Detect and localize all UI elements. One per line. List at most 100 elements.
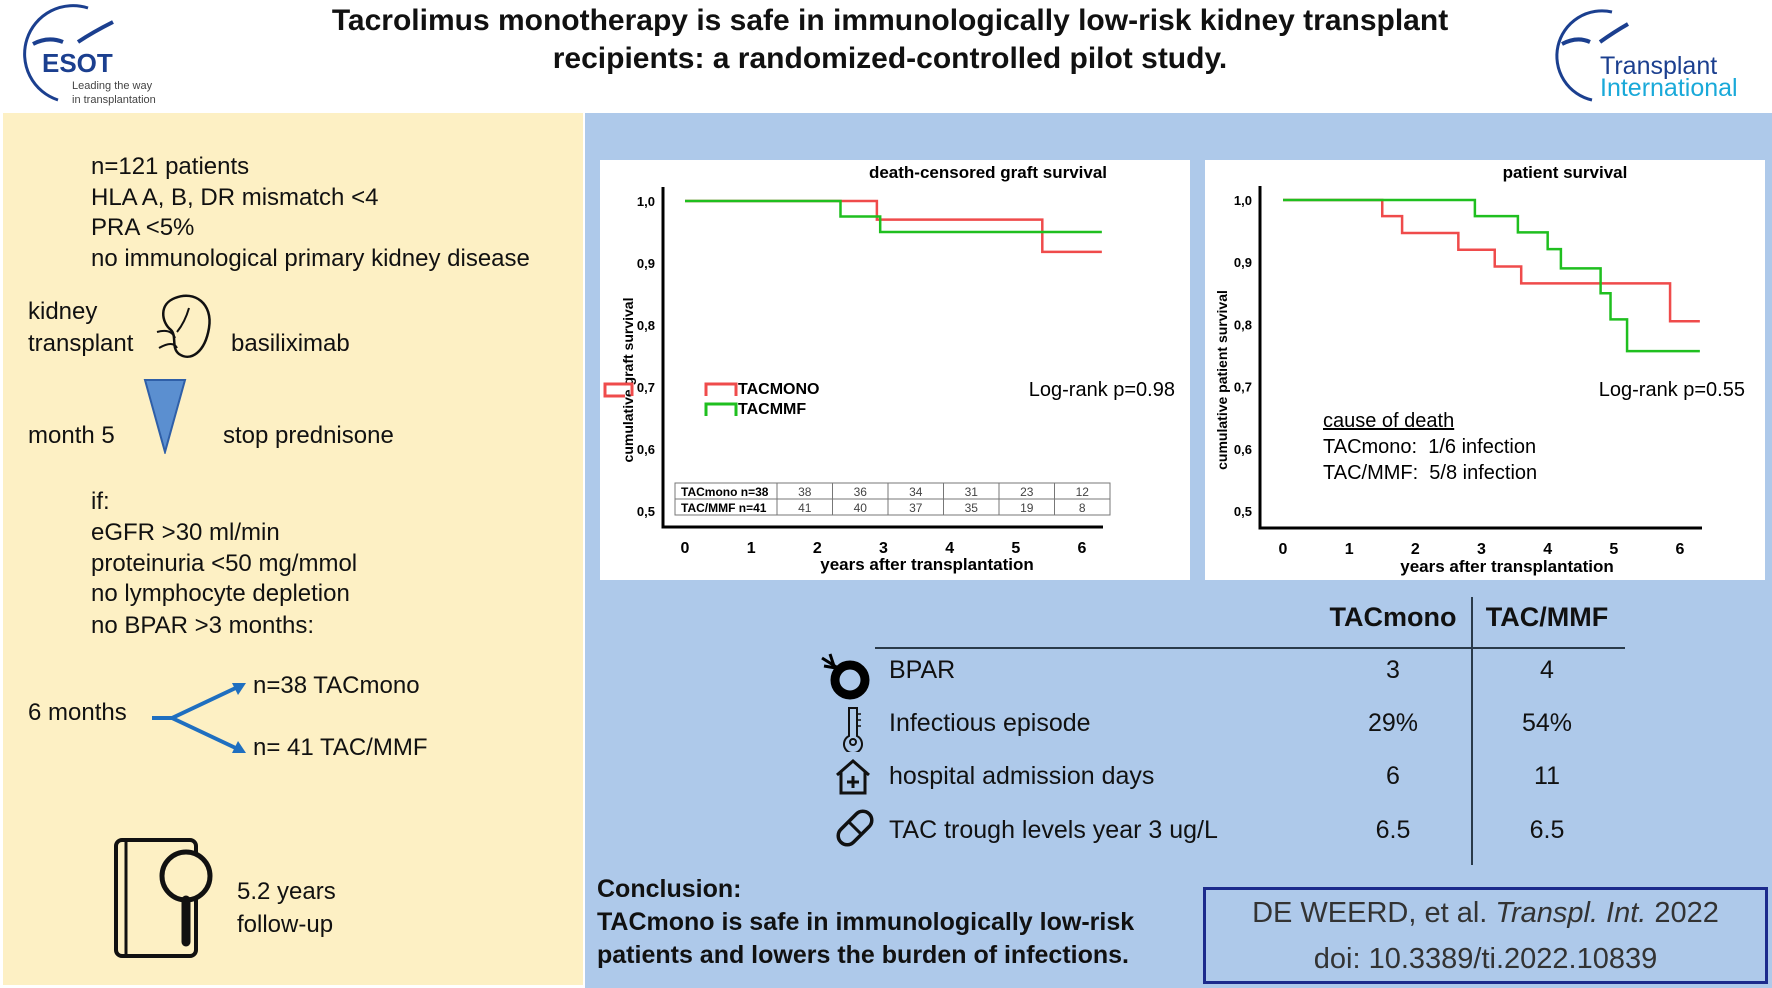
x-tick-label: 1 [1345, 541, 1354, 558]
patient-survival-plot: patient survival cumulative patient surv… [1214, 163, 1745, 576]
x-tick-label: 1 [747, 540, 756, 557]
criterion: PRA <5% [91, 214, 195, 241]
y-tick-label: 1,0 [1234, 193, 1252, 208]
legend-label-tacmono: TACMONO [738, 381, 819, 398]
survival-curve-tacmono [1283, 198, 1700, 323]
outcome-value-tacmmf: 54% [1521, 709, 1573, 737]
outcome-label: BPAR [889, 656, 956, 684]
condition: proteinuria <50 mg/mmol [91, 550, 358, 577]
citation-reference: DE WEERD, et al. Transpl. Int. 2022 [1206, 890, 1765, 936]
if-label: if: [91, 488, 110, 515]
log-rank-annotation: Log-rank p=0.55 [1599, 379, 1745, 401]
axis-line [1258, 186, 1702, 530]
ti-logo-line2: International [1600, 74, 1738, 102]
conclusion-line: patients and lowers the burden of infect… [597, 941, 1129, 969]
x-tick-label: 6 [1676, 541, 1685, 558]
arm-tacmono: n=38 TACmono [253, 672, 420, 699]
criterion: n=121 patients [91, 153, 250, 180]
criterion: HLA A, B, DR mismatch <4 [91, 184, 379, 211]
axis-line [661, 187, 1103, 529]
risk-table-value: 12 [1076, 485, 1090, 499]
citation-doi[interactable]: doi: 10.3389/ti.2022.10839 [1313, 943, 1658, 975]
ti-logo-mark [1555, 9, 1629, 102]
followup-label: follow-up [237, 911, 334, 938]
hospital-icon [836, 759, 870, 795]
title-line-2: recipients: a randomized-controlled pilo… [552, 42, 1228, 75]
thermometer-icon [843, 707, 863, 752]
arm-tacmmf: n= 41 TAC/MMF [253, 734, 428, 761]
y-tick-label: 0,8 [1234, 317, 1252, 332]
citation-year: 2022 [1646, 897, 1719, 929]
risk-table-value: 35 [965, 501, 979, 515]
risk-table: TACmono n=38 38 36 34 31 23 12 TAC/MMF n=41 41 40… [674, 482, 1111, 516]
x-tick-label: 3 [1477, 541, 1486, 558]
survival-curve-tacmmf [1283, 198, 1700, 353]
esot-logo: ESOT Leading the way in transplantation [18, 4, 168, 108]
y-tick-label: 0,5 [1234, 504, 1252, 519]
graft-survival-plot: death-censored graft survival cumulative… [603, 163, 1175, 574]
risk-table-value: 40 [854, 501, 868, 515]
followup-years: 5.2 years [237, 878, 336, 905]
esot-tagline-1: Leading the way [72, 80, 153, 92]
risk-table-value: 23 [1020, 485, 1034, 499]
x-axis-label: years after transplantation [820, 555, 1034, 574]
title-line-1: Tacrolimus monotherapy is safe in immuno… [331, 4, 1449, 37]
criterion: no immunological primary kidney disease [91, 245, 530, 272]
y-tick-label: 0,6 [637, 442, 655, 457]
survival-curve-tacmono [685, 199, 1102, 254]
x-tick-label: 6 [1078, 540, 1087, 557]
x-tick-label: 3 [879, 540, 888, 557]
cause-of-death-tacmmf: TAC/MMF: 5/8 infection [1323, 462, 1537, 484]
x-tick-label: 5 [1011, 540, 1020, 557]
transplant-label: transplant [28, 330, 134, 357]
x-tick-label: 2 [1411, 541, 1420, 558]
outcome-label: TAC trough levels year 3 ug/L [889, 816, 1218, 844]
legend-swatch-tacmono-2 [704, 382, 738, 396]
table-header-divider [875, 647, 1625, 649]
legend-label-tacmmf: TACMMF [738, 401, 806, 418]
y-tick-label: 0,7 [637, 380, 655, 395]
transplant-international-logo: Transplant International [1552, 8, 1767, 104]
y-tick-label: 0,8 [637, 318, 655, 333]
outcome-value-tacmono: 29% [1367, 709, 1419, 737]
outcome-value-tacmmf: 11 [1534, 762, 1560, 790]
conclusion: Conclusion: TACmono is safe in immunolog… [597, 873, 1134, 972]
conclusion-title: Conclusion: [597, 875, 742, 903]
survival-curve-tacmmf [685, 199, 1102, 234]
log-rank-annotation: Log-rank p=0.98 [1029, 379, 1175, 401]
y-tick-label: 0,5 [637, 504, 655, 519]
condition: eGFR >30 ml/min [91, 519, 280, 546]
outcome-value-tacmmf: 6.5 [1529, 816, 1565, 844]
citation-journal: Transpl. Int. [1495, 897, 1647, 929]
outcome-value-tacmono: 6.5 [1375, 816, 1411, 844]
stop-prednisone-label: stop prednisone [223, 422, 394, 449]
kidney-rejection-icon [821, 653, 870, 700]
table-column-divider [1471, 597, 1473, 865]
cause-of-death-tacmono: TACmono: 1/6 infection [1323, 436, 1536, 458]
risk-table-value: 38 [798, 485, 812, 499]
cause-of-death-title: cause of death [1323, 410, 1454, 432]
legend-swatch-tacmono [603, 382, 634, 398]
pill-icon [836, 809, 874, 847]
conclusion-line: TACmono is safe in immunologically low-r… [597, 908, 1135, 936]
esot-logo-name: ESOT [42, 48, 113, 78]
column-header-tacmmf: TAC/MMF [1485, 602, 1609, 632]
risk-table-value: 41 [798, 501, 812, 515]
risk-table-row-label: TACmono n=38 [681, 485, 769, 499]
condition: no lymphocyte depletion [91, 580, 350, 607]
x-tick-label: 4 [1543, 541, 1552, 558]
x-axis-label: years after transplantation [1400, 557, 1614, 576]
y-axis-label: cumulative graft survival [620, 298, 636, 463]
risk-table-value: 37 [909, 501, 923, 515]
outcome-value-tacmono: 3 [1386, 656, 1400, 684]
header: ESOT Leading the way in transplantation … [0, 0, 1772, 112]
risk-table-value: 8 [1079, 501, 1086, 515]
y-tick-label: 0,6 [1234, 442, 1252, 457]
page-title: Tacrolimus monotherapy is safe in immuno… [230, 2, 1550, 78]
ti-logo-line1: Transplant [1600, 52, 1718, 80]
book-magnifier-icon [114, 838, 213, 958]
basiliximab-label: basiliximab [231, 330, 350, 357]
kidney-label: kidney [28, 298, 98, 325]
x-tick-label: 4 [945, 540, 954, 557]
legend-swatch-tacmmf [704, 402, 738, 416]
